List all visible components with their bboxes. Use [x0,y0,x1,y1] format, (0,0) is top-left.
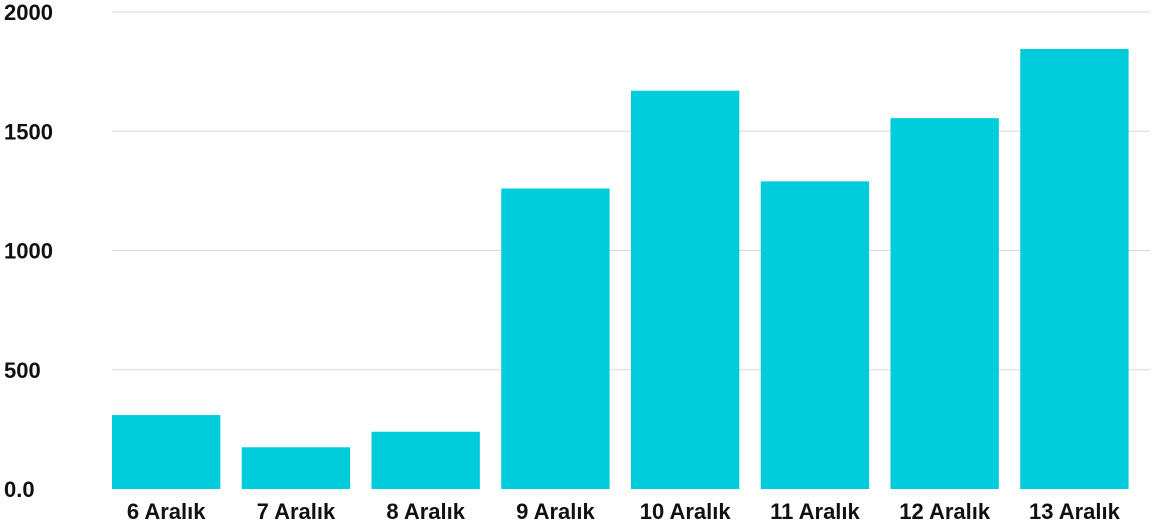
x-tick-label: 9 Aralık [516,499,595,524]
bar [1020,48,1129,489]
bar [112,415,221,489]
x-tick-label: 7 Aralık [257,499,336,524]
x-tick-label: 12 Aralık [899,499,991,524]
y-tick-label: 1500 [4,119,53,144]
y-tick-label: 1000 [4,239,53,264]
x-tick-label: 13 Aralık [1029,499,1121,524]
bar [501,188,610,490]
x-tick-label: 11 Aralık [770,499,860,524]
x-tick-label: 8 Aralık [386,499,465,524]
bar [371,431,480,489]
bars [112,48,1129,490]
x-tick-label: 10 Aralık [640,499,732,524]
y-tick-label: 500 [4,358,41,383]
y-axis-tick-labels: 0.0 500 1000 1500 2000 [4,0,53,502]
bar [631,90,740,489]
y-tick-label: 2000 [4,0,53,25]
x-tick-label: 6 Aralık [127,499,206,524]
x-axis-tick-labels: 6 Aralık 7 Aralık 8 Aralık 9 Aralık 10 Aralı… [127,499,1121,524]
bar [241,447,351,489]
bar [760,181,870,489]
bar [890,118,999,489]
y-tick-label: 0.0 [4,477,35,502]
